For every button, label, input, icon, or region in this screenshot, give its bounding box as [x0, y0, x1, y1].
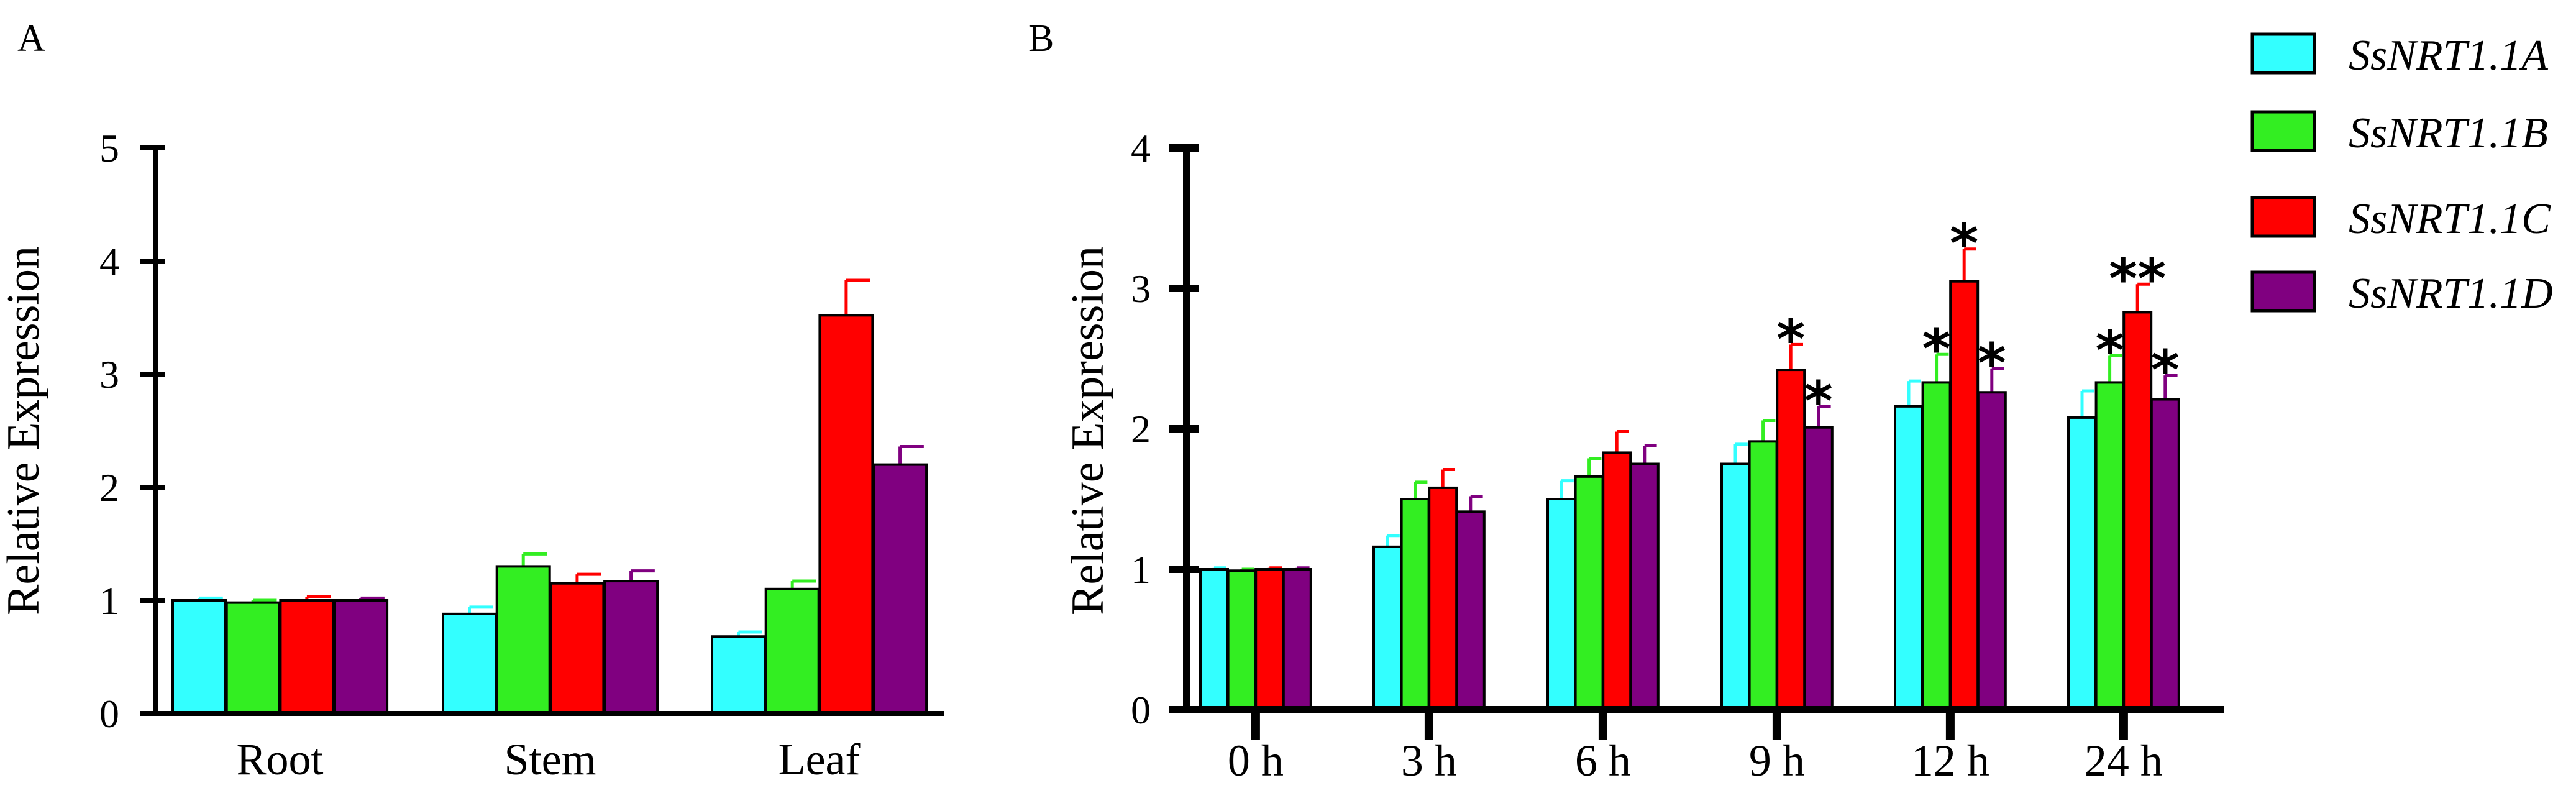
bar-b-1-0: [1226, 569, 1257, 712]
y-tick-label-a-3: 3: [99, 352, 119, 396]
significance-b-3-4: *: [1978, 331, 2006, 395]
bar-b-2-1: [1428, 486, 1458, 711]
y-tick-label-b-4: 4: [1131, 126, 1151, 170]
bar-b-1-1: [1400, 498, 1430, 711]
legend-swatch-4: [2250, 270, 2316, 313]
bar-b-0-5: [2067, 416, 2097, 711]
legend-label-4: SsNRT1.1D: [2349, 270, 2553, 318]
category-label-b-1: 3 h: [1401, 736, 1457, 786]
legend: SsNRT1.1A SsNRT1.1B SsNRT1.1C SsNRT1.1D: [2250, 32, 2553, 318]
y-tick-label-b-3: 3: [1131, 267, 1151, 311]
category-label-b-4: 12 h: [1911, 736, 1989, 786]
y-tick-label-a-4: 4: [99, 239, 119, 283]
significance-b-2-4: *: [1950, 212, 1978, 276]
bar-b-2-4: [1949, 280, 1980, 711]
bar-b-1-3: [1748, 440, 1778, 712]
bar-b-3-4: [1976, 391, 2007, 711]
panel-label-a: A: [17, 17, 45, 60]
bar-b-0-1: [1372, 545, 1402, 712]
bar-b-1-2: [1574, 475, 1604, 712]
bar-b-3-1: [1455, 510, 1486, 712]
significance-b-2-5: **: [2109, 247, 2166, 311]
category-label-a-0: Root: [237, 735, 324, 784]
bar-a-3-2: [872, 463, 928, 715]
category-label-b-0: 0 h: [1228, 736, 1284, 786]
significance-b-1-5: *: [2096, 318, 2124, 382]
legend-label-2: SsNRT1.1B: [2349, 109, 2548, 157]
bar-b-0-0: [1199, 568, 1229, 711]
bar-a-0-2: [711, 635, 766, 715]
bar-a-1-1: [495, 565, 551, 715]
panel-label-b: B: [1028, 17, 1054, 60]
significance-b-1-4: *: [1922, 317, 1951, 381]
legend-label-3: SsNRT1.1C: [2349, 195, 2551, 243]
y-tick-label-a-0: 0: [99, 692, 119, 736]
y-tick-label-a-5: 5: [99, 126, 119, 170]
chart-a: Relative Expression 0 1 2 3 4 5 Root Stem Leaf: [0, 126, 944, 784]
y-axis-title-b: Relative Expression: [1062, 246, 1113, 615]
legend-item-4: SsNRT1.1D: [2250, 270, 2553, 318]
bar-a-2-2: [818, 314, 874, 715]
legend-swatch-1: [2250, 32, 2316, 75]
bar-b-0-4: [1894, 405, 1924, 712]
legend-item-2: SsNRT1.1B: [2250, 109, 2548, 157]
bar-b-2-3: [1776, 369, 1806, 711]
category-label-b-3: 9 h: [1749, 736, 1805, 786]
bar-b-2-0: [1254, 568, 1285, 711]
bar-a-0-1: [442, 612, 497, 715]
bar-b-3-0: [1282, 568, 1312, 711]
bar-b-3-3: [1803, 426, 1834, 711]
bar-b-2-5: [2122, 311, 2153, 712]
bar-a-1-0: [225, 601, 281, 715]
bar-a-2-1: [549, 582, 605, 715]
significance-b-3-3: *: [1804, 369, 1833, 433]
y-tick-label-b-2: 2: [1131, 407, 1151, 451]
legend-item-3: SsNRT1.1C: [2250, 195, 2551, 243]
bar-a-0-0: [171, 599, 227, 715]
legend-label-1: SsNRT1.1A: [2349, 32, 2548, 80]
legend-swatch-3: [2250, 196, 2316, 238]
bar-a-2-0: [279, 599, 335, 715]
bar-a-3-0: [333, 599, 389, 715]
category-label-b-5: 24 h: [2085, 736, 2163, 786]
bar-a-1-2: [764, 587, 820, 715]
bar-b-0-2: [1546, 498, 1576, 711]
y-tick-label-b-0: 0: [1131, 688, 1151, 732]
bar-b-3-5: [2150, 398, 2180, 711]
bar-b-2-2: [1602, 451, 1632, 711]
significance-b-2-3: *: [1776, 307, 1805, 371]
y-tick-label-a-2: 2: [99, 465, 119, 510]
legend-item-1: SsNRT1.1A: [2250, 32, 2548, 80]
significance-b-3-5: *: [2151, 338, 2180, 402]
category-label-b-2: 6 h: [1575, 736, 1631, 786]
bar-b-3-2: [1629, 462, 1660, 711]
y-tick-label-b-1: 1: [1131, 548, 1151, 592]
bar-b-1-5: [2094, 381, 2125, 711]
bar-a-3-1: [603, 580, 659, 715]
bar-b-1-4: [1921, 381, 1952, 711]
bar-b-0-3: [1720, 462, 1750, 711]
category-label-a-1: Stem: [505, 735, 596, 784]
category-label-a-2: Leaf: [779, 735, 861, 784]
y-tick-label-a-1: 1: [99, 579, 119, 623]
legend-swatch-2: [2250, 110, 2316, 152]
y-axis-title-a: Relative Expression: [0, 246, 49, 615]
